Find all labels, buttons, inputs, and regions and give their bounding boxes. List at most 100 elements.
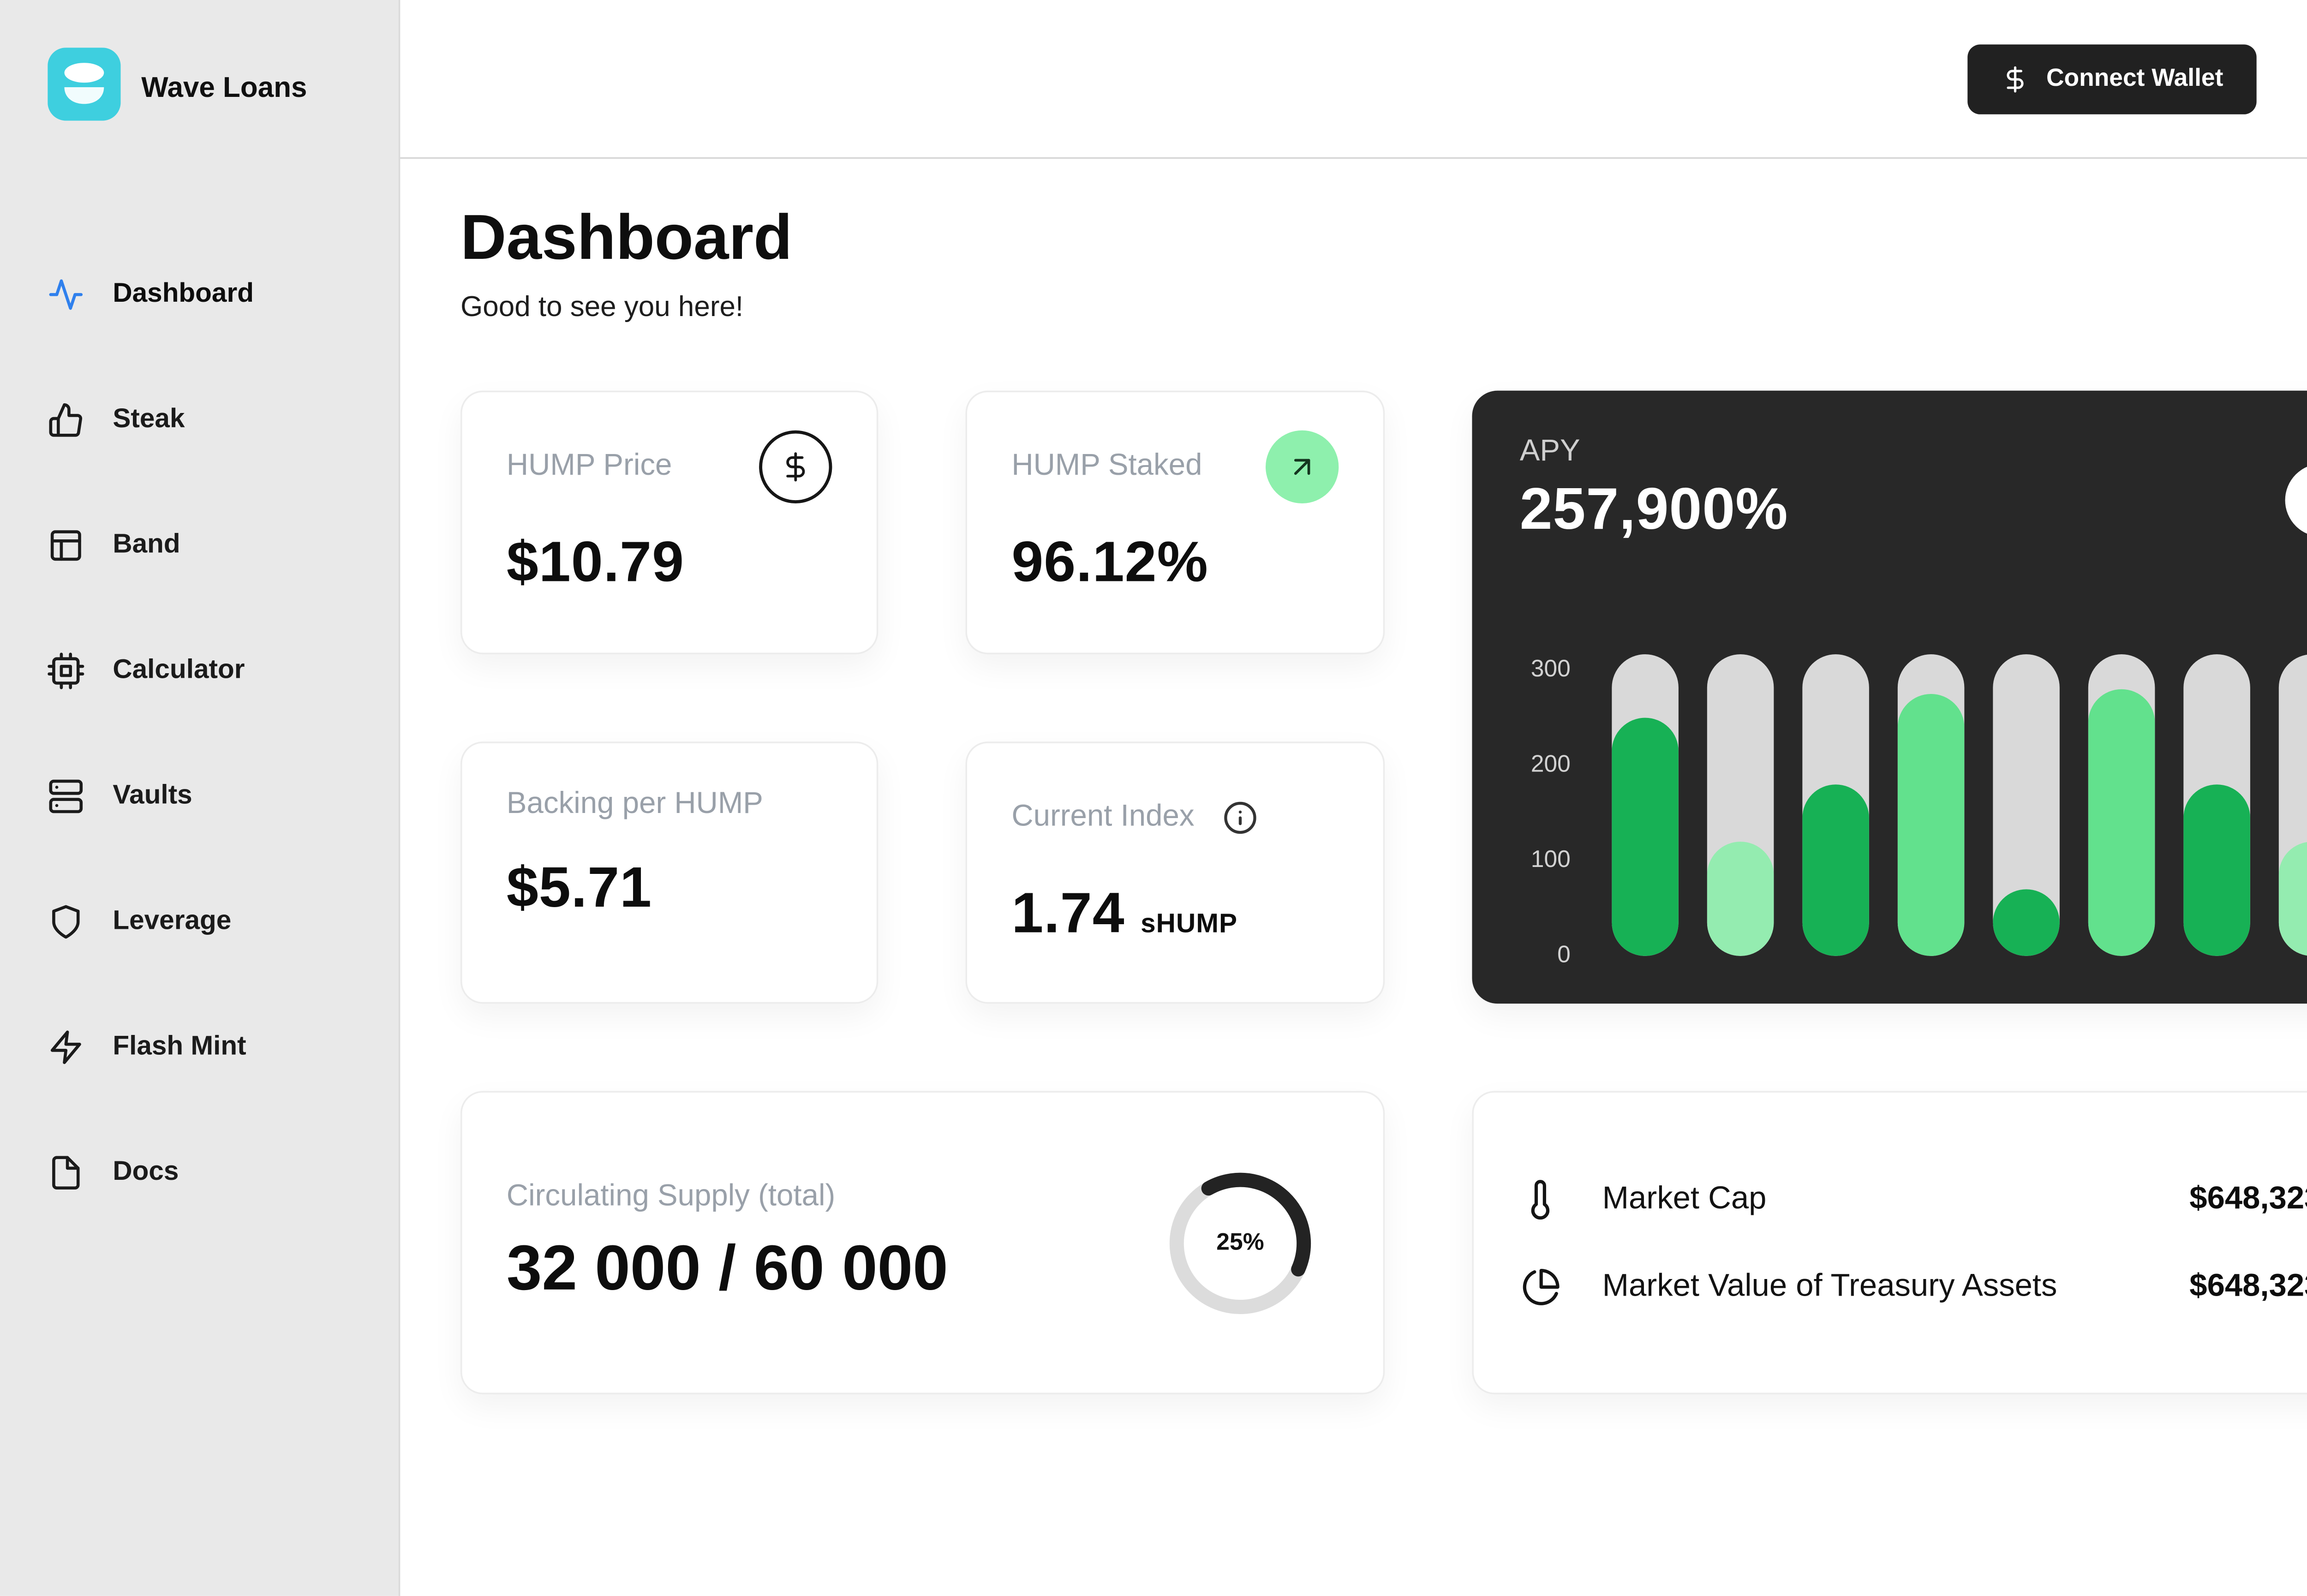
bar-fill [1612, 717, 1679, 956]
current-index-card: Current Index 1.74 sHUMP [965, 741, 1385, 1004]
sidebar: Wave Loans Dashboard Steak Band Calculator V… [0, 0, 400, 1596]
hump-price-label: HUMP Price [506, 449, 672, 483]
bar-fill [1993, 889, 2060, 956]
sidebar-item-calculator[interactable]: Calculator [48, 635, 399, 705]
logo[interactable]: Wave Loans [48, 48, 399, 129]
bar-fill [2088, 689, 2155, 956]
sidebar-nav: Dashboard Steak Band Calculator Vaults Levera… [48, 259, 399, 1207]
sidebar-item-label: Steak [113, 403, 185, 434]
sidebar-item-label: Dashboard [113, 278, 254, 308]
sidebar-item-steak[interactable]: Steak [48, 384, 399, 454]
backing-card-header: Backing per HUMP [507, 781, 832, 829]
apy-label: APY [1519, 435, 1580, 469]
bar-track [2183, 654, 2250, 956]
table-icon [50, 529, 81, 560]
y-axis-tick: 300 [1530, 656, 1571, 683]
bar-track [1707, 654, 1774, 956]
pie-chart-icon [1523, 1268, 1560, 1305]
sidebar-item-label: Leverage [113, 905, 232, 936]
treasury-card-rows: Market Cap$648,323.52Market Value of Tre… [1521, 1179, 2307, 1306]
apy-bar-chart: 300 200 100 0 [1520, 654, 2307, 968]
bar-fill [2278, 842, 2307, 956]
cards-grid: HUMP Price $10.79 HUMP Staked 96.12% Bac… [460, 390, 2307, 1394]
calculator-icon [48, 652, 84, 688]
bar-track [2088, 654, 2155, 956]
treasury-row: Market Value of Treasury Assets $648,323.… [1521, 1267, 2307, 1306]
main: Connect Wallet Dashboard Good to see you… [400, 0, 2307, 1596]
dollar-icon [2006, 65, 2023, 92]
y-axis-tick: 200 [1530, 751, 1571, 778]
hump-staked-card: HUMP Staked 96.12% [965, 390, 1385, 654]
bar-track [1993, 654, 2060, 956]
activity-icon [49, 278, 83, 309]
bar-track [2278, 654, 2307, 956]
topbar: Connect Wallet [400, 0, 2307, 159]
treasury-row-value: $648,323.52 [2189, 1180, 2307, 1216]
lightning-icon [50, 1029, 81, 1064]
hump-price-value: $10.79 [506, 529, 685, 594]
y-axis-tick: 100 [1530, 846, 1571, 873]
sidebar-item-label: Docs [113, 1156, 179, 1186]
bar-track [1802, 654, 1869, 956]
current-index-value-row: 1.74 sHUMP [1011, 880, 1339, 947]
dollar-badge [759, 430, 832, 504]
backing-per-hump-label: Backing per HUMP [506, 788, 763, 821]
page-title: Dashboard [460, 203, 793, 273]
hump-staked-card-header: HUMP Staked [1011, 430, 1339, 504]
thumbs-up-icon [49, 402, 83, 436]
bar-fill [2183, 784, 2250, 956]
sidebar-item-label: Flash Mint [113, 1030, 246, 1061]
supply-progress-donut: 25% [1161, 1163, 1320, 1322]
sidebar-item-label: Vaults [113, 779, 192, 810]
vaults-icon [49, 779, 83, 813]
backing-per-hump-card: Backing per HUMP $5.71 [460, 741, 879, 1004]
thermometer-icon [1531, 1179, 1550, 1219]
bar-track [1612, 654, 1679, 956]
sidebar-item-leverage[interactable]: Leverage [48, 886, 399, 956]
sidebar-item-vaults[interactable]: Vaults [48, 761, 399, 831]
connect-wallet-label: Connect Wallet [2046, 64, 2223, 91]
sidebar-item-dashboard[interactable]: Dashboard [48, 259, 399, 329]
arrow-up-right-badge [1266, 430, 1339, 504]
chart-bars [1612, 654, 2307, 956]
wave-loans-logo-icon [48, 48, 121, 129]
sidebar-item-band[interactable]: Band [48, 510, 399, 580]
sidebar-item-flash-mint[interactable]: Flash Mint [48, 1011, 399, 1081]
current-index-label: Current Index [1011, 800, 1195, 834]
treasury-row: Market Cap $648,323.52 [1521, 1179, 2307, 1219]
page-subtitle: Good to see you here! [460, 290, 744, 323]
shield-icon [52, 904, 80, 938]
hump-staked-value: 96.12% [1011, 529, 1208, 594]
circulating-supply-text: Circulating Supply (total) 32 000 / 60 0… [507, 1180, 948, 1305]
sidebar-item-docs[interactable]: Docs [48, 1137, 399, 1207]
bar-track [1897, 654, 1965, 956]
circulating-supply-card: Circulating Supply (total) 32 000 / 60 0… [460, 1091, 1385, 1394]
logo-text: Wave Loans [141, 71, 307, 103]
hump-price-card: HUMP Price $10.79 [460, 390, 879, 654]
hump-price-card-header: HUMP Price [506, 430, 832, 504]
sidebar-item-label: Calculator [113, 654, 245, 685]
backing-per-hump-value: $5.71 [506, 854, 652, 920]
info-icon-button[interactable] [1223, 801, 1258, 836]
donut-chart [1169, 1172, 1311, 1314]
dollar-icon [786, 452, 805, 482]
connect-wallet-button[interactable]: Connect Wallet [1966, 43, 2257, 114]
apy-card: APY 257,900% 300 200 100 0 [1472, 390, 2307, 1004]
supply-progress-arc [1169, 1172, 1311, 1314]
treasury-row-value: $648,323.52 [2189, 1268, 2307, 1303]
treasury-row-label: Market Cap [1602, 1180, 1767, 1216]
bar-fill [1897, 694, 1965, 956]
hump-staked-label: HUMP Staked [1011, 449, 1202, 483]
bar-fill [1707, 842, 1774, 956]
arrow-up-right-icon [1294, 459, 1310, 475]
current-index-card-header: Current Index [1011, 781, 1339, 854]
y-axis-tick: 0 [1557, 941, 1571, 969]
circulating-supply-label: Circulating Supply (total) [506, 1180, 836, 1213]
supply-progress-label: 25% [1216, 1229, 1264, 1256]
chart-y-axis: 300 200 100 0 [1520, 654, 1571, 968]
circulating-supply-value: 32 000 / 60 000 [506, 1234, 948, 1304]
bar-fill [1802, 784, 1869, 956]
content: Dashboard Good to see you here! HUMP Pri… [400, 159, 2307, 1394]
current-index-value: 1.74 [1011, 879, 1125, 945]
